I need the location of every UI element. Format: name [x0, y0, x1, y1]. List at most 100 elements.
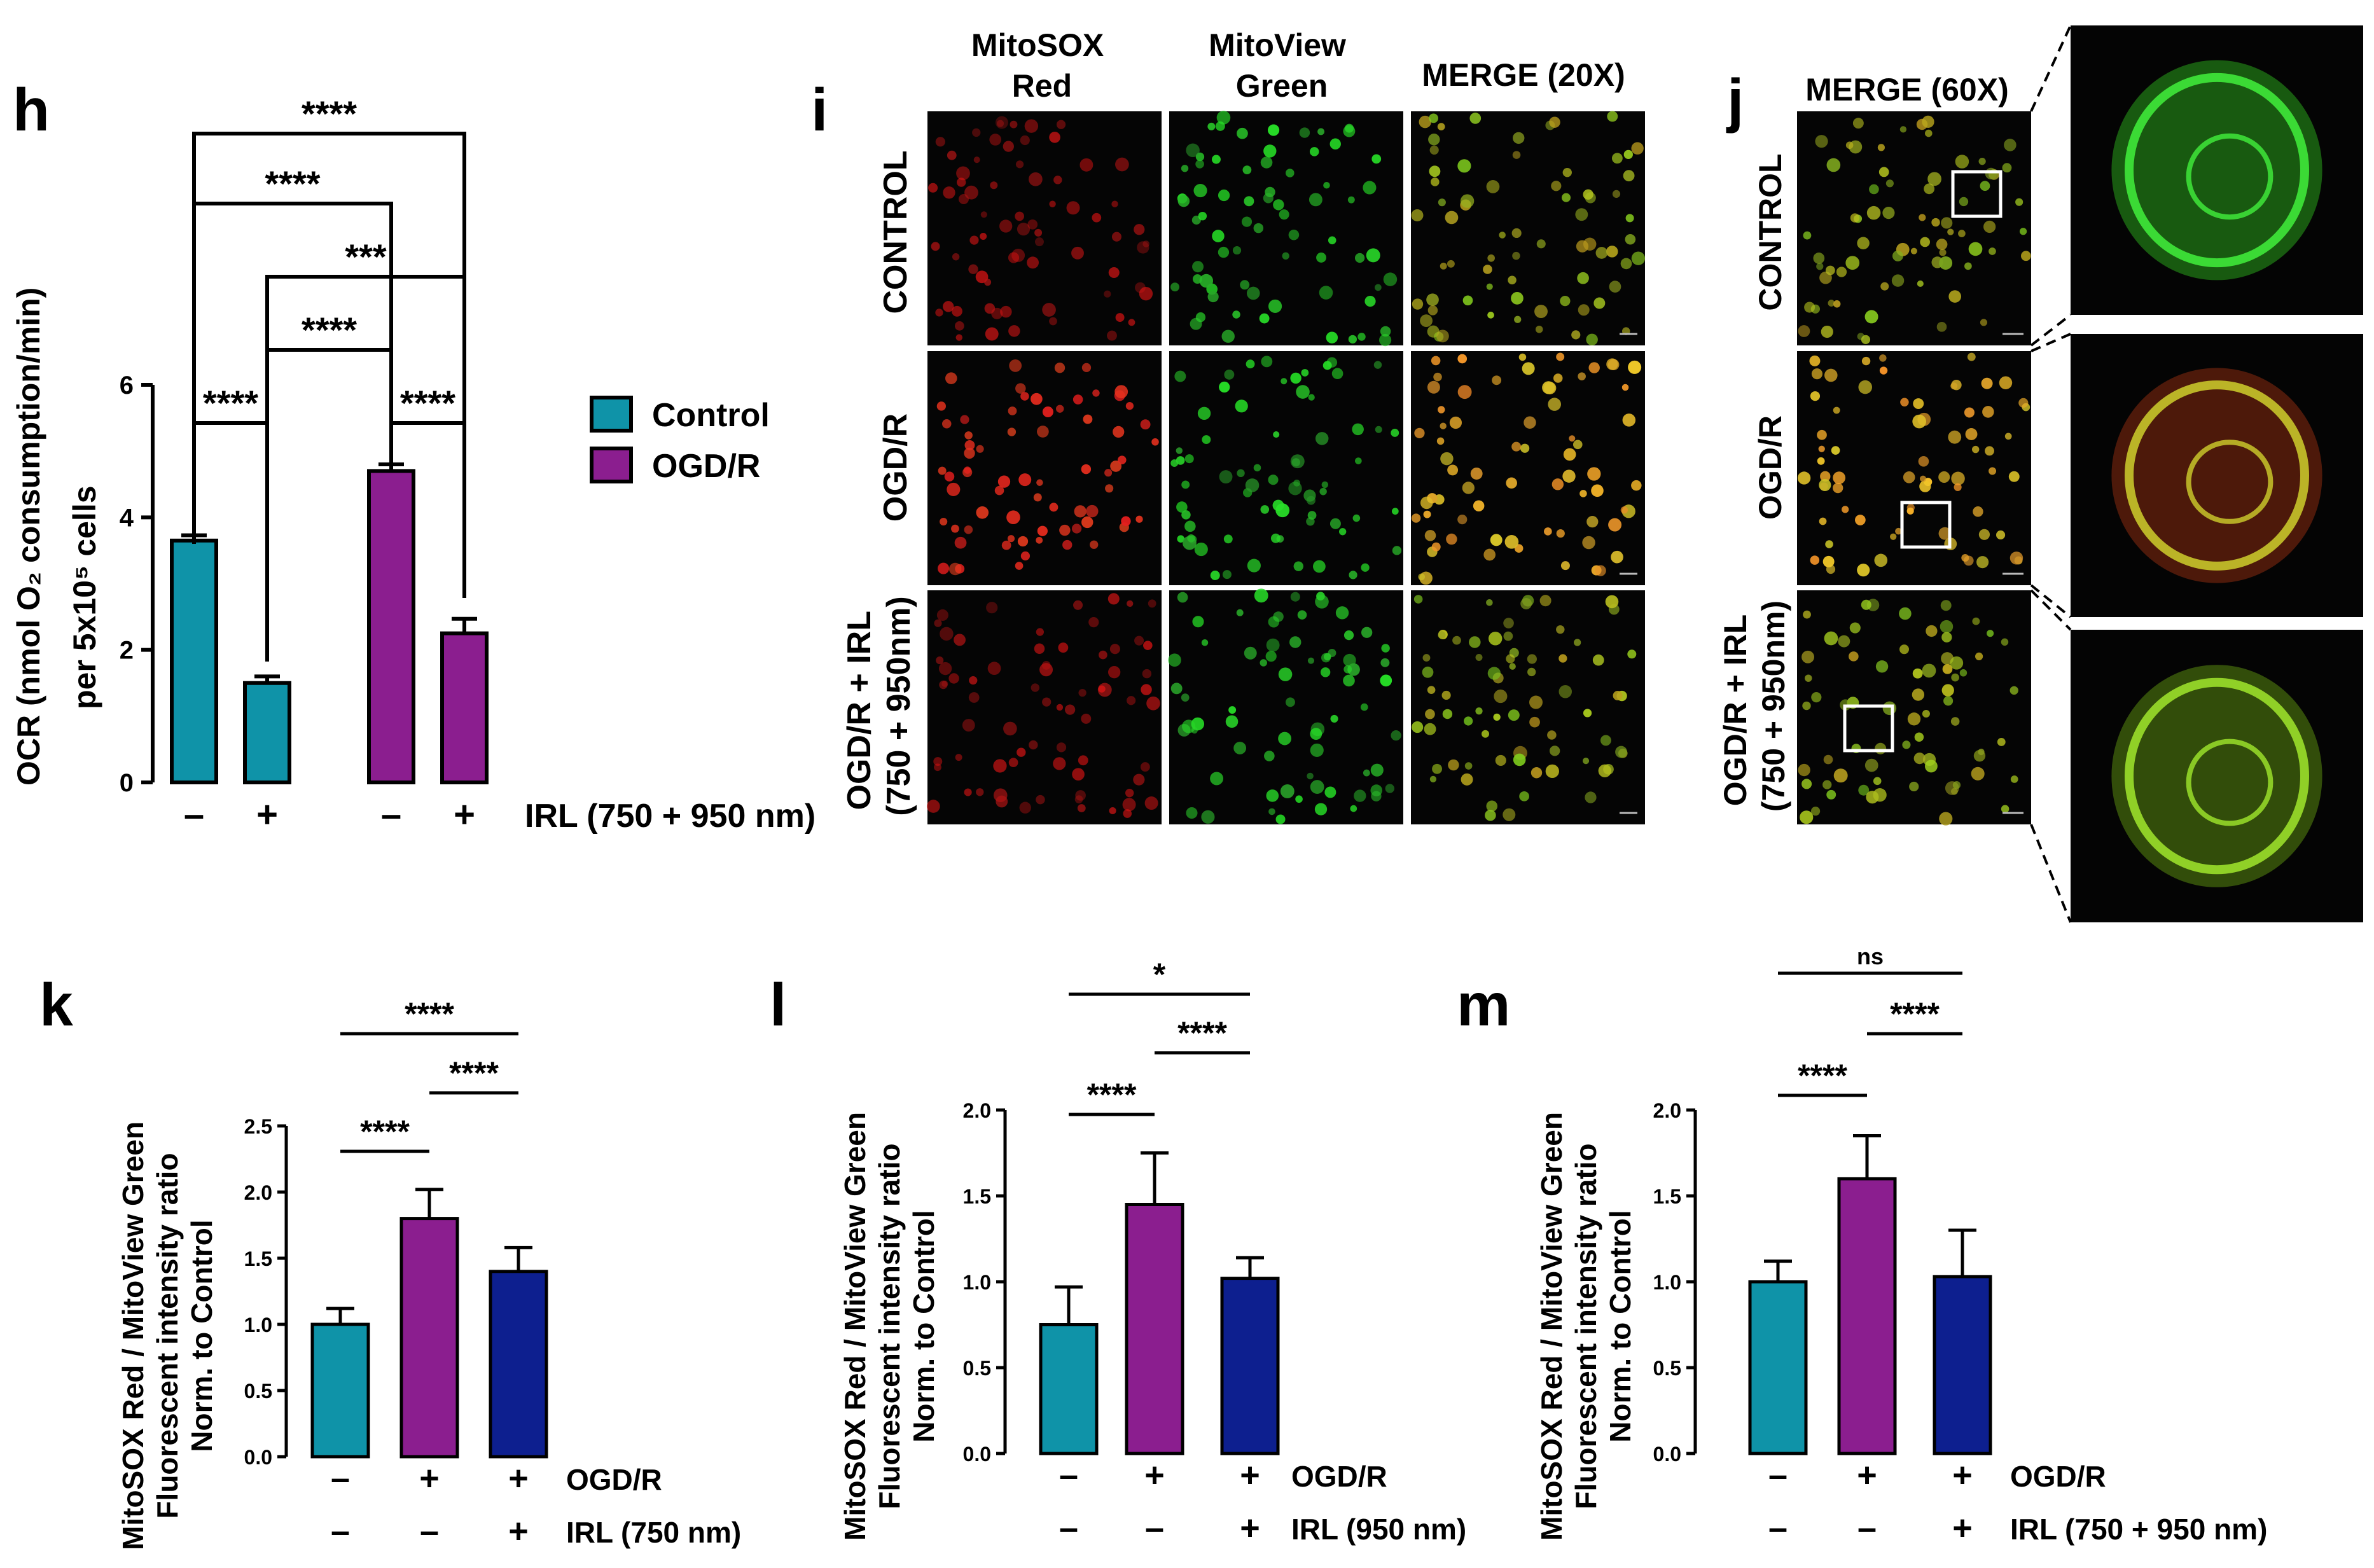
- cell: [1861, 335, 1871, 344]
- cell: [1948, 290, 1962, 303]
- cell: [1576, 240, 1589, 253]
- cell: [1007, 427, 1017, 436]
- y-tick-label: 1.0: [963, 1271, 991, 1294]
- cell: [1017, 747, 1026, 757]
- j-zoom-cell-body: [2111, 368, 2322, 583]
- j-zoom-inset: [2030, 589, 2363, 923]
- i-row-header-ogdr: OGD/R: [877, 413, 914, 522]
- cell: [1278, 732, 1291, 746]
- cell: [1952, 781, 1961, 789]
- cell: [1912, 668, 1923, 679]
- cell: [1891, 274, 1905, 287]
- j-col-header-merge: MERGE (60X): [1805, 72, 2009, 108]
- cell: [1177, 592, 1188, 603]
- cell: [969, 676, 978, 685]
- cell: [1228, 706, 1237, 714]
- cell: [960, 415, 969, 424]
- cell: [1631, 480, 1642, 491]
- cell: [1151, 438, 1159, 446]
- cell: [955, 321, 964, 331]
- cell: [976, 445, 984, 453]
- cell: [1010, 120, 1018, 128]
- cell: [1282, 252, 1289, 260]
- cell: [1127, 696, 1136, 705]
- cell: [1506, 477, 1517, 489]
- cell: [1314, 803, 1328, 815]
- y-tick-label: 1.0: [1653, 1271, 1681, 1294]
- cell: [1115, 313, 1125, 323]
- h-sig-label: ****: [265, 163, 320, 204]
- h-sig-label: ***: [345, 237, 387, 277]
- row1-sign: +: [1240, 1456, 1260, 1494]
- cell: [1961, 553, 1969, 562]
- row2-sign: +: [1952, 1509, 1973, 1547]
- cell: [1941, 632, 1952, 642]
- cell: [1822, 780, 1832, 789]
- cell: [1813, 253, 1825, 264]
- cell: [1058, 642, 1069, 653]
- cell: [935, 137, 945, 147]
- cell: [1582, 536, 1595, 550]
- cell: [1959, 197, 1969, 207]
- cell: [1513, 132, 1525, 144]
- cell: [1375, 426, 1382, 433]
- cell: [1168, 653, 1181, 667]
- cell: [1288, 482, 1302, 496]
- cell: [956, 166, 970, 181]
- cell: [1509, 663, 1516, 670]
- h-x-sign: +: [256, 794, 278, 835]
- cell: [1316, 252, 1326, 263]
- cell: [1503, 618, 1514, 628]
- legend-swatch-control: [590, 396, 633, 433]
- cell: [1996, 530, 2006, 540]
- cell: [1075, 790, 1086, 801]
- cell: [1866, 205, 1881, 220]
- cell: [1940, 600, 1952, 611]
- cell: [1431, 542, 1441, 552]
- cell: [1823, 754, 1833, 765]
- cell: [1210, 772, 1224, 786]
- cell: [1857, 237, 1870, 250]
- cell: [1233, 742, 1247, 754]
- cell: [1999, 376, 2013, 389]
- cell: [1940, 620, 1954, 634]
- cell: [1412, 721, 1424, 733]
- cell: [1177, 535, 1184, 543]
- cell: [1123, 809, 1132, 818]
- cell: [1207, 291, 1219, 303]
- cell: [976, 506, 989, 519]
- cell: [1092, 212, 1102, 223]
- cell: [1980, 181, 1990, 191]
- cell: [1049, 132, 1060, 143]
- cell: [1056, 405, 1064, 413]
- cell: [1522, 362, 1535, 375]
- cell: [1938, 527, 1952, 540]
- cell: [1951, 471, 1965, 485]
- cell: [1391, 730, 1401, 741]
- j-row-header-ogdr-irl-line1: OGD/R + IRL: [1718, 615, 1753, 807]
- cell: [1273, 431, 1280, 438]
- cell: [1824, 368, 1838, 382]
- cell: [1197, 406, 1211, 420]
- cell: [1232, 246, 1242, 255]
- cell: [1514, 316, 1522, 323]
- cell: [1609, 281, 1621, 293]
- cell: [1882, 207, 1895, 219]
- row2-sign: –: [1768, 1509, 1787, 1547]
- cell: [1922, 709, 1930, 718]
- cell: [1307, 511, 1317, 520]
- cell: [1595, 247, 1608, 259]
- cell: [1352, 423, 1364, 436]
- cell: [2008, 471, 2020, 482]
- cell: [1088, 617, 1099, 628]
- cell: [1579, 490, 1587, 497]
- h-x-sign: –: [184, 794, 204, 835]
- cell: [1818, 445, 1825, 452]
- cell: [1297, 610, 1307, 620]
- cell: [1620, 258, 1632, 270]
- cell: [1034, 228, 1043, 237]
- cell: [1488, 632, 1503, 646]
- cell: [1469, 636, 1481, 648]
- micrograph-background: [1797, 351, 2031, 585]
- cell: [1246, 286, 1260, 300]
